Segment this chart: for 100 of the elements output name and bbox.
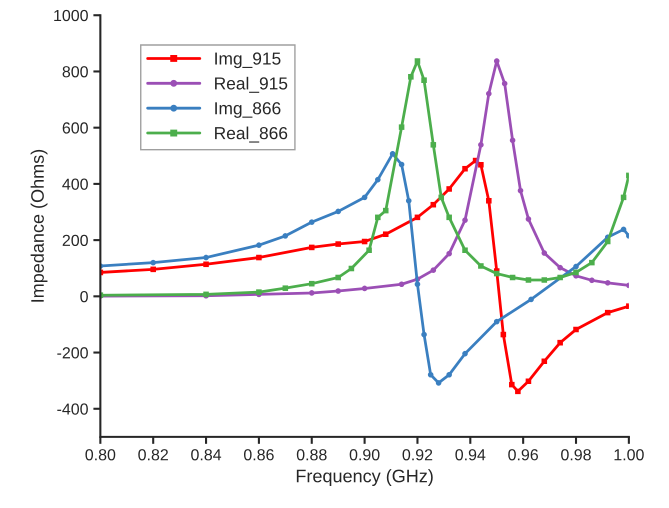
point [494,318,500,324]
point [362,194,368,200]
point [335,288,341,294]
y-axis-title: Impedance (Ohms) [30,150,48,302]
x-tick-label: 0.88 [296,449,327,460]
x-tick-label: 0.82 [138,449,168,460]
point [430,267,436,273]
point [408,74,414,80]
point [573,264,579,270]
point [436,380,442,386]
point [282,233,288,239]
point [620,226,626,232]
point [500,332,506,338]
x-tick-label: 0.94 [455,449,486,460]
x-tick-label: 0.92 [402,449,432,460]
y-tick-label: 200 [62,234,88,246]
point [150,260,156,266]
point [494,58,500,64]
point [375,176,381,182]
point [518,188,524,194]
point [446,186,452,192]
point [526,277,532,283]
x-tick-label: 0.80 [85,449,116,460]
point [335,274,341,280]
point [256,254,262,260]
point [528,296,534,302]
point [421,332,427,338]
point [335,241,341,247]
point [382,208,389,214]
y-tick-label: 0 [80,290,88,302]
point [478,263,484,269]
point [462,247,468,254]
point [604,238,610,244]
point [362,286,368,292]
point [509,382,515,388]
point [348,266,354,272]
point [256,289,262,295]
y-tick-label: 400 [62,178,88,190]
point [502,80,508,86]
x-tick-label: 0.86 [244,449,274,460]
x-tick-label: 1.00 [614,449,644,460]
legend-label: Real_915 [215,76,288,93]
point [308,280,315,286]
point [308,219,315,225]
point [515,388,521,394]
point [398,162,404,168]
point [486,198,492,204]
point [282,285,288,291]
legend-label: Img_866 [215,102,280,118]
y-tick-label: -200 [57,347,88,358]
point [478,162,484,168]
point [428,372,434,378]
y-tick-label: 600 [62,122,88,134]
point [308,290,315,296]
point [390,151,396,157]
point [382,231,389,237]
point [446,214,452,220]
y-tick-label: -400 [57,403,88,415]
point [398,281,404,288]
point [256,242,262,248]
point [557,340,563,346]
point [446,250,452,256]
point [557,274,563,280]
point [203,262,209,268]
point [557,264,563,270]
point [366,247,372,254]
point [478,142,484,148]
point [462,166,468,172]
x-tick-label: 0.84 [191,449,222,460]
x-tick-label: 0.98 [561,449,591,460]
point [462,217,468,223]
point [494,270,500,276]
point [573,270,579,276]
point [398,124,404,130]
point [604,310,610,316]
point [203,254,209,260]
point [150,266,156,272]
point [362,238,368,244]
legend-label: Real_866 [215,126,288,143]
legend-label: Img_915 [215,52,280,68]
y-tick-label: 800 [62,66,88,78]
point [604,280,610,286]
x-axis-title: Frequency (GHz) [296,469,433,486]
x-tick-label: 0.90 [350,449,380,460]
point [421,77,427,83]
point [542,277,548,283]
point [375,214,381,220]
point [542,358,548,364]
point [589,260,595,266]
point [462,350,468,356]
point [510,138,516,144]
y-tick-label: 1000 [54,10,88,22]
point [308,244,315,250]
point [446,372,452,378]
point [414,58,420,64]
point [620,194,626,200]
point [414,281,420,288]
point [510,274,516,280]
x-tick-label: 0.96 [508,449,538,460]
point [526,378,532,384]
